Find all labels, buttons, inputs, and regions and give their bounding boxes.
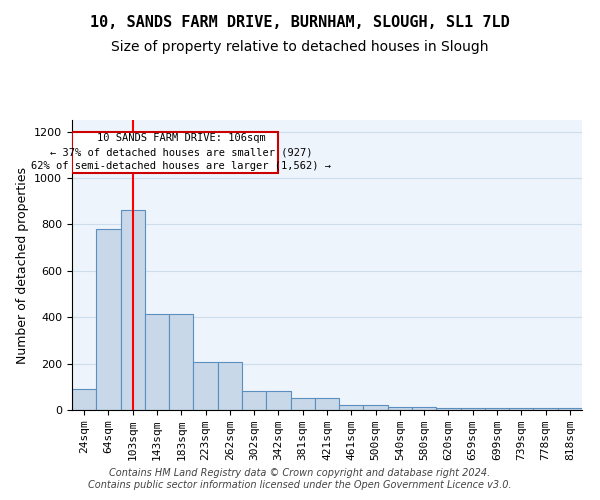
Bar (242, 392, 266, 410)
Bar (169, 314, 193, 410)
Bar (412, 406, 436, 410)
Bar (315, 398, 339, 410)
Bar (218, 362, 242, 410)
Bar (509, 408, 533, 410)
Bar (339, 406, 364, 410)
Bar (364, 406, 388, 410)
Y-axis label: Number of detached properties: Number of detached properties (16, 166, 29, 364)
Bar (193, 362, 218, 410)
Bar (72, 389, 96, 410)
Bar (461, 408, 485, 410)
Bar (145, 314, 169, 410)
Bar (388, 406, 412, 410)
Text: 10, SANDS FARM DRIVE, BURNHAM, SLOUGH, SL1 7LD: 10, SANDS FARM DRIVE, BURNHAM, SLOUGH, S… (90, 15, 510, 30)
Text: 10 SANDS FARM DRIVE: 106sqm
← 37% of detached houses are smaller (927)
62% of se: 10 SANDS FARM DRIVE: 106sqm ← 37% of det… (31, 134, 331, 172)
Bar (558, 408, 582, 410)
Bar (485, 408, 509, 410)
Bar (266, 392, 290, 410)
Bar (436, 408, 461, 410)
Text: Contains HM Land Registry data © Crown copyright and database right 2024.
Contai: Contains HM Land Registry data © Crown c… (88, 468, 512, 490)
Bar (290, 398, 315, 410)
Bar (533, 408, 558, 410)
Bar (96, 229, 121, 410)
Bar (121, 210, 145, 410)
FancyBboxPatch shape (72, 132, 278, 173)
Text: Size of property relative to detached houses in Slough: Size of property relative to detached ho… (111, 40, 489, 54)
